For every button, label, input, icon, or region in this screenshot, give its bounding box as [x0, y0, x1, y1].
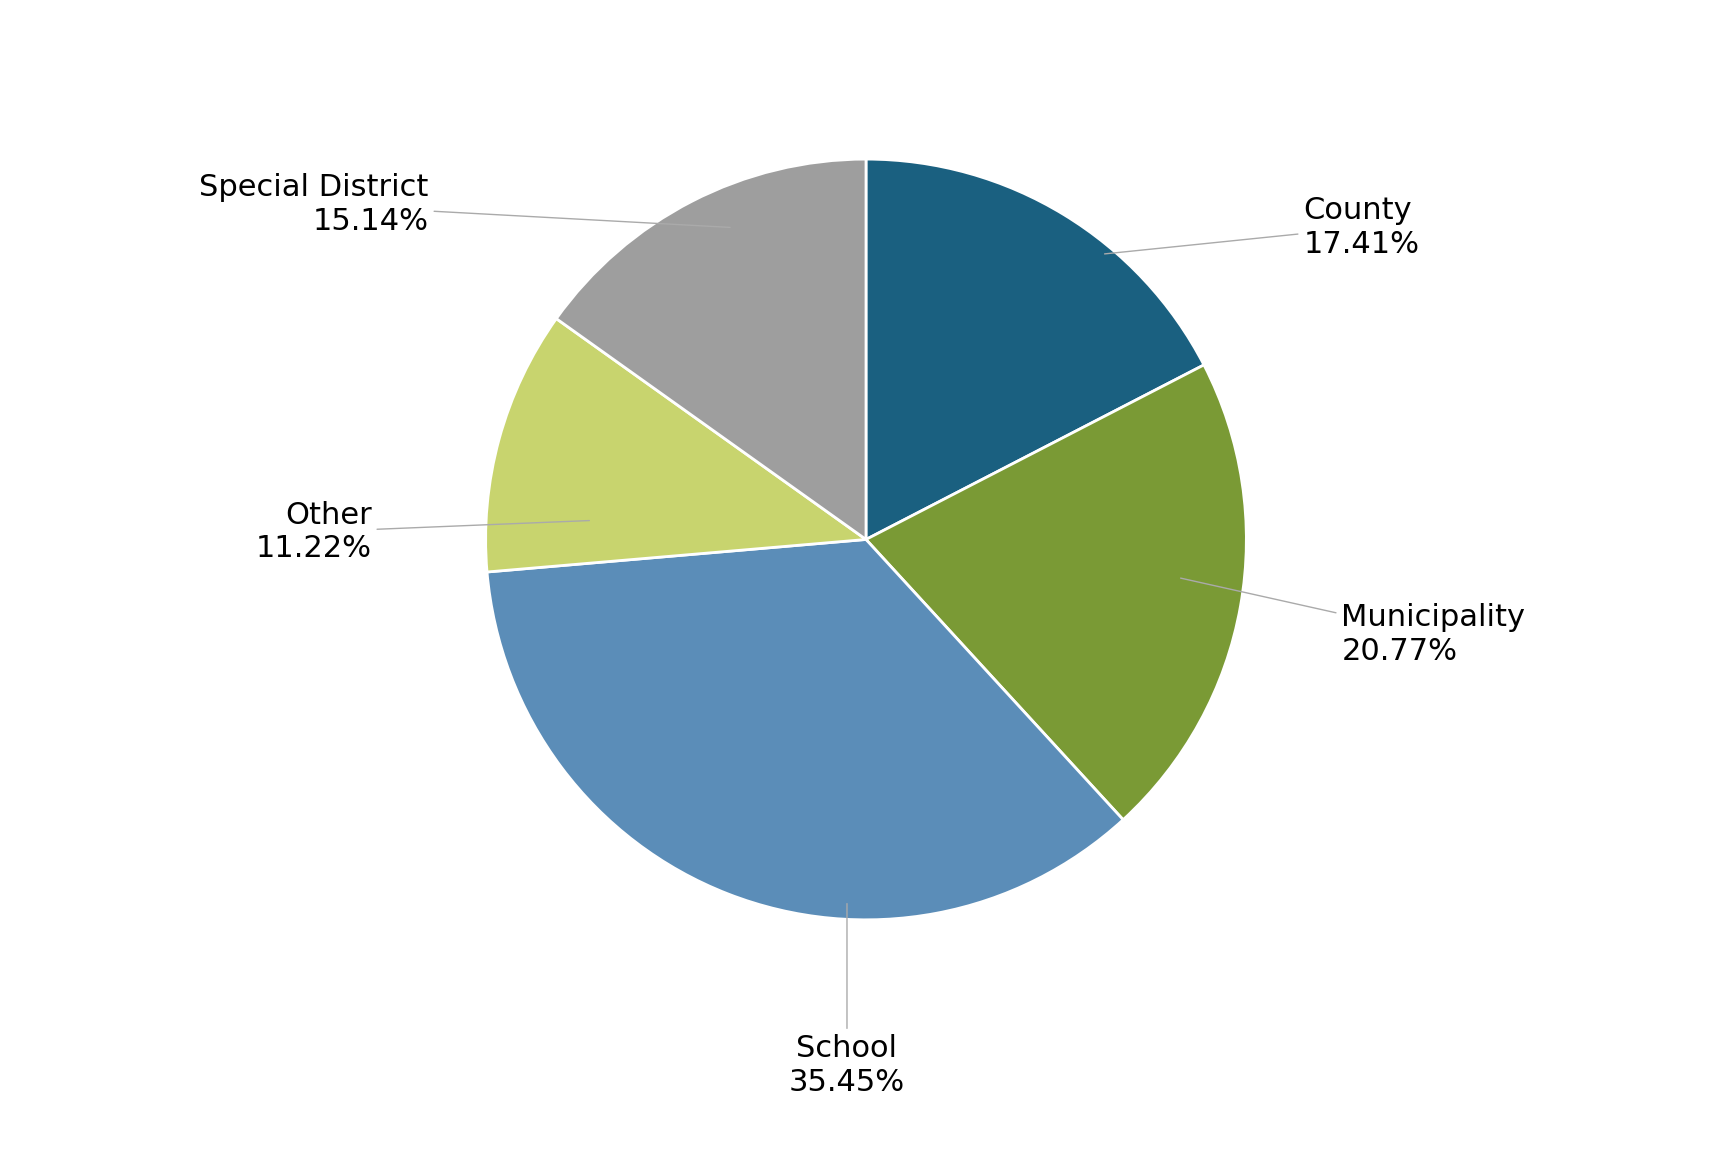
Wedge shape [866, 365, 1247, 820]
Wedge shape [556, 159, 866, 539]
Wedge shape [485, 319, 866, 572]
Text: County
17.41%: County 17.41% [1105, 196, 1420, 259]
Text: Other
11.22%: Other 11.22% [256, 500, 589, 564]
Wedge shape [866, 159, 1204, 539]
Text: School
35.45%: School 35.45% [788, 903, 906, 1096]
Wedge shape [487, 539, 1122, 919]
Text: Special District
15.14%: Special District 15.14% [199, 173, 731, 236]
Text: Municipality
20.77%: Municipality 20.77% [1181, 579, 1526, 665]
